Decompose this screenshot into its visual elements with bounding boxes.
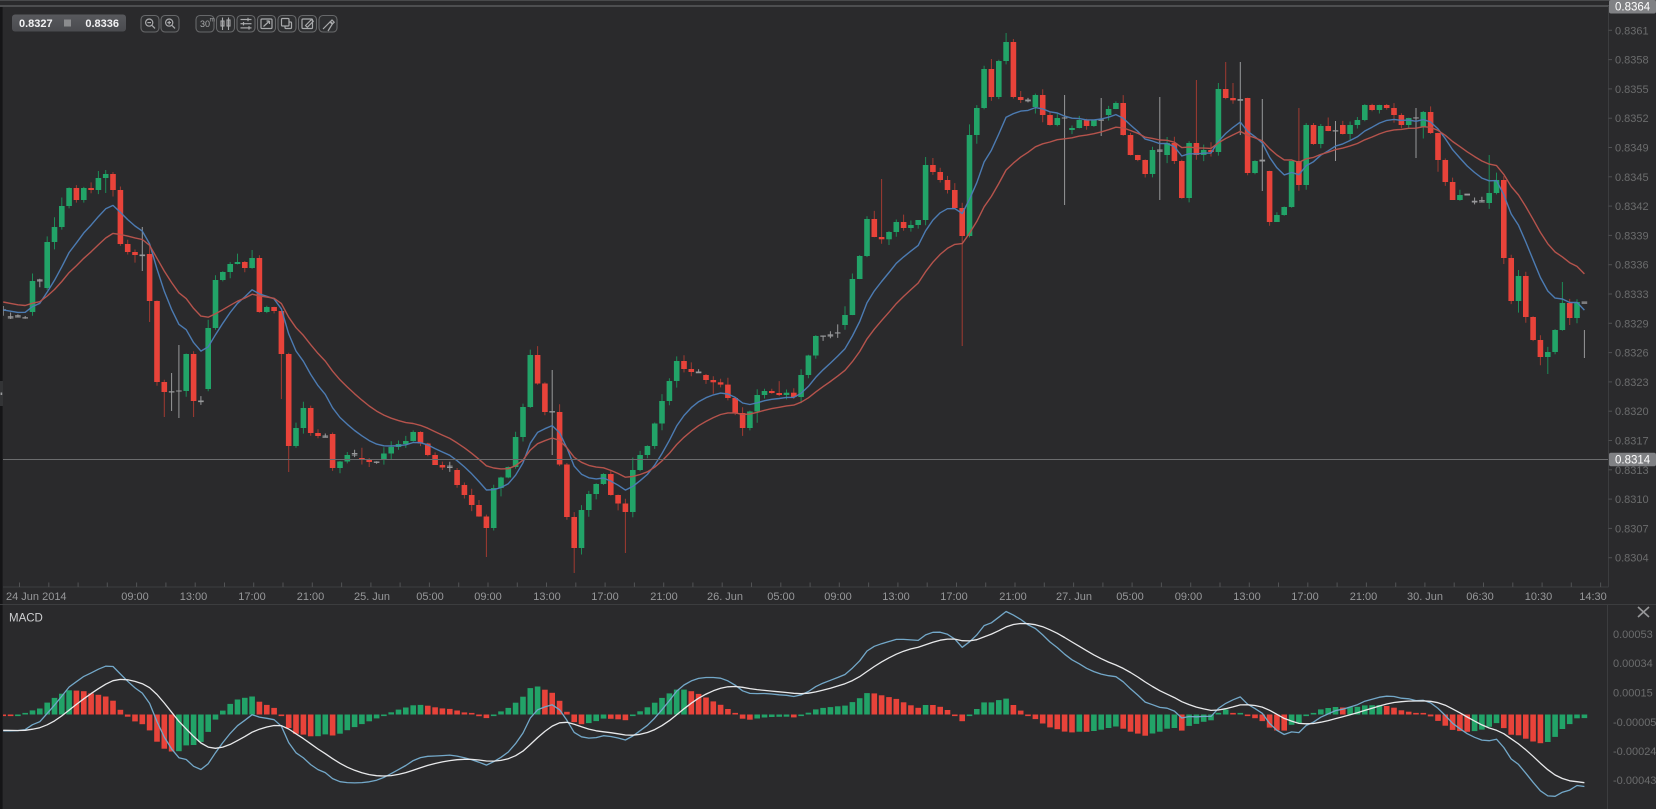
- svg-text:0.8339: 0.8339: [1615, 230, 1649, 242]
- svg-text:09:00: 09:00: [824, 591, 852, 603]
- svg-text:21:00: 21:00: [297, 591, 325, 603]
- svg-text:21:00: 21:00: [650, 591, 678, 603]
- svg-text:0.8304: 0.8304: [1615, 553, 1649, 565]
- svg-text:-0.00043: -0.00043: [1613, 775, 1656, 787]
- svg-text:0.8307: 0.8307: [1615, 523, 1649, 535]
- svg-text:MACD: MACD: [9, 613, 43, 625]
- svg-text:27. Jun: 27. Jun: [1056, 591, 1092, 603]
- svg-text:24 Jun 2014: 24 Jun 2014: [6, 591, 67, 603]
- svg-text:0.8329: 0.8329: [1615, 318, 1649, 330]
- svg-text:0.8342: 0.8342: [1615, 201, 1649, 213]
- svg-text:0.8323: 0.8323: [1615, 377, 1649, 389]
- svg-text:13:00: 13:00: [533, 591, 561, 603]
- svg-text:26. Jun: 26. Jun: [707, 591, 743, 603]
- svg-text:0.00034: 0.00034: [1613, 658, 1653, 670]
- svg-text:-0.00005: -0.00005: [1613, 717, 1656, 729]
- svg-text:0.8336: 0.8336: [1615, 260, 1649, 272]
- svg-text:13:00: 13:00: [882, 591, 910, 603]
- svg-text:0.8314: 0.8314: [1615, 454, 1651, 466]
- svg-text:0.8326: 0.8326: [1615, 348, 1649, 360]
- svg-text:0.8320: 0.8320: [1615, 406, 1649, 418]
- svg-text:0.8333: 0.8333: [1615, 289, 1649, 301]
- svg-text:17:00: 17:00: [940, 591, 968, 603]
- svg-text:09:00: 09:00: [1175, 591, 1203, 603]
- svg-text:05:00: 05:00: [1116, 591, 1144, 603]
- svg-text:17:00: 17:00: [591, 591, 619, 603]
- svg-text:0.8355: 0.8355: [1615, 84, 1649, 96]
- svg-text:0.8345: 0.8345: [1615, 172, 1649, 184]
- svg-text:0.8364: 0.8364: [1615, 2, 1651, 14]
- svg-text:m: m: [210, 17, 215, 24]
- svg-text:25. Jun: 25. Jun: [354, 591, 390, 603]
- svg-text:13:00: 13:00: [1233, 591, 1261, 603]
- svg-text:21:00: 21:00: [999, 591, 1027, 603]
- svg-text:30: 30: [200, 19, 210, 29]
- svg-text:0.8313: 0.8313: [1615, 465, 1649, 477]
- svg-text:-0.00024: -0.00024: [1613, 746, 1656, 758]
- svg-text:30. Jun: 30. Jun: [1407, 591, 1443, 603]
- svg-text:09:00: 09:00: [474, 591, 502, 603]
- svg-text:17:00: 17:00: [238, 591, 266, 603]
- svg-text:0.8327: 0.8327: [19, 18, 53, 30]
- svg-text:21:00: 21:00: [1350, 591, 1378, 603]
- svg-text:14:30: 14:30: [1579, 591, 1607, 603]
- svg-text:05:00: 05:00: [767, 591, 795, 603]
- svg-text:0.8352: 0.8352: [1615, 113, 1649, 125]
- svg-text:17:00: 17:00: [1291, 591, 1319, 603]
- svg-text:13:00: 13:00: [180, 591, 208, 603]
- svg-text:0.8336: 0.8336: [85, 18, 119, 30]
- svg-text:0.00015: 0.00015: [1613, 688, 1653, 700]
- svg-text:05:00: 05:00: [416, 591, 444, 603]
- svg-text:09:00: 09:00: [121, 591, 149, 603]
- svg-text:0.8358: 0.8358: [1615, 55, 1649, 67]
- svg-text:0.8317: 0.8317: [1615, 436, 1649, 448]
- svg-text:0.8349: 0.8349: [1615, 143, 1649, 155]
- svg-text:0.8361: 0.8361: [1615, 25, 1649, 37]
- svg-text:10:30: 10:30: [1525, 591, 1553, 603]
- svg-text:0.8310: 0.8310: [1615, 494, 1649, 506]
- svg-text:0.00053: 0.00053: [1613, 629, 1653, 641]
- svg-text:06:30: 06:30: [1466, 591, 1494, 603]
